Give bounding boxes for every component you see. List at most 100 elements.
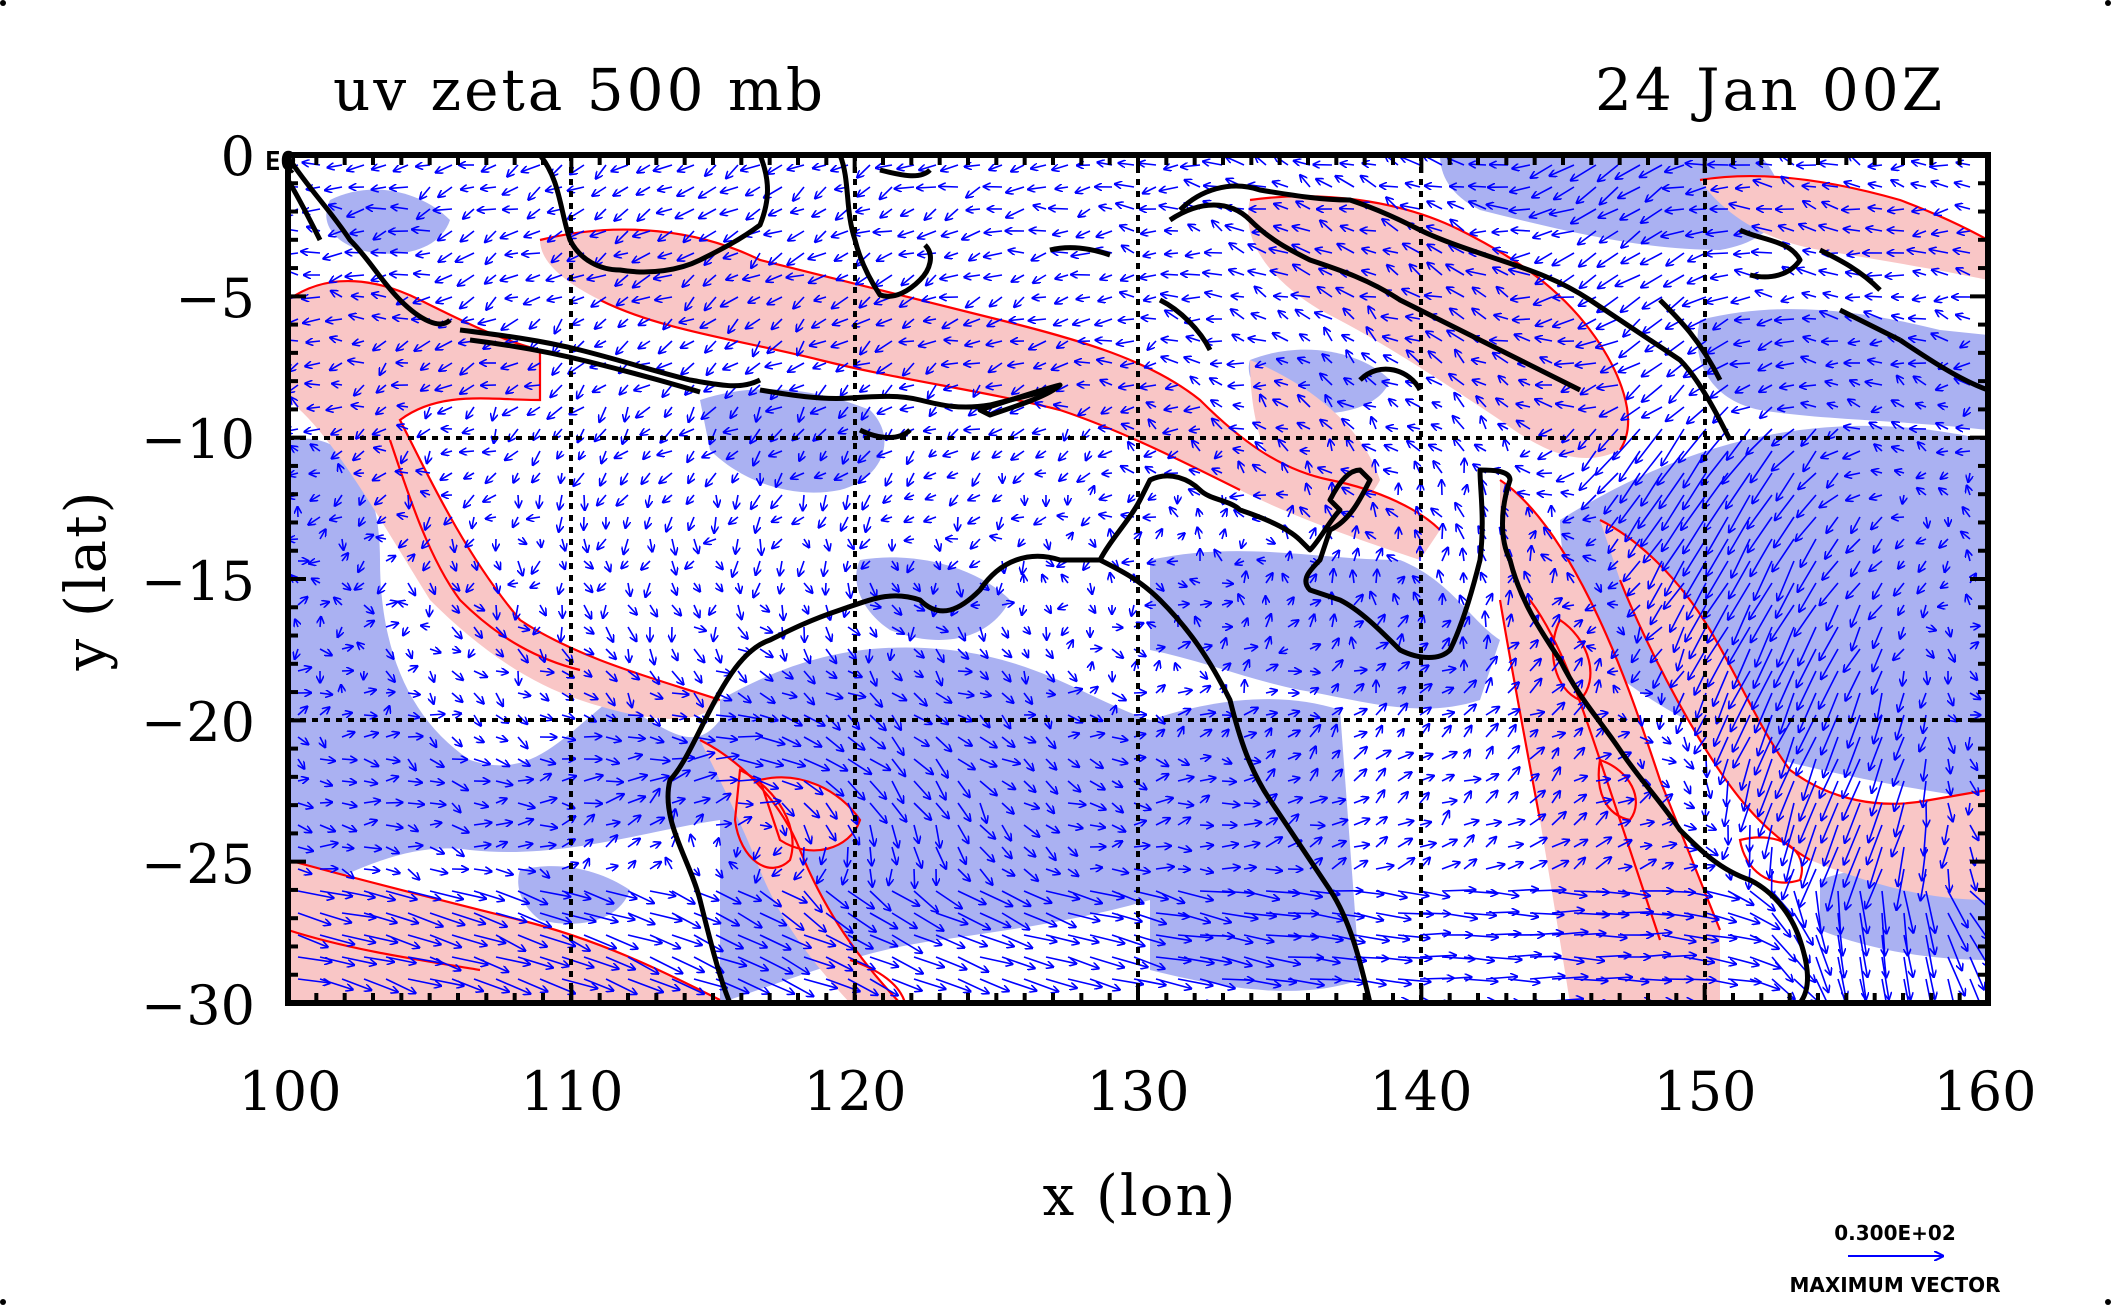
y-tick-label: −20 (141, 691, 255, 754)
wind-vector (808, 252, 827, 259)
wind-vector (1909, 363, 1927, 364)
wind-vector (587, 275, 607, 279)
wind-vector (699, 208, 717, 218)
wind-vector (595, 208, 607, 219)
wind-vector (614, 208, 629, 221)
wind-vector (1023, 575, 1024, 584)
wind-vector (899, 253, 915, 255)
wind-vector (1466, 271, 1487, 275)
wind-vector (1028, 187, 1047, 189)
wind-vector (654, 275, 673, 279)
wind-vector (1098, 297, 1113, 301)
wind-vector (1859, 1000, 1862, 1003)
wind-vector (1779, 226, 1795, 231)
wind-vector (658, 187, 673, 190)
wind-vector (1335, 176, 1355, 188)
wind-vector (836, 275, 849, 280)
wind-vector (857, 186, 871, 197)
wind-vector (1533, 230, 1553, 238)
wind-vector (1664, 274, 1685, 287)
wind-vector (1336, 288, 1355, 298)
wind-vector (1400, 157, 1421, 166)
wind-vector (1753, 180, 1773, 188)
wind-vector (363, 715, 377, 716)
wind-vector (456, 252, 475, 262)
wind-vector (1159, 187, 1179, 191)
wind-vector (583, 803, 602, 804)
wind-vector (1929, 249, 1949, 253)
wind-vector (1955, 205, 1971, 209)
wind-vector (1398, 528, 1399, 540)
wind-vector (1143, 517, 1157, 518)
wind-vector (1752, 252, 1773, 253)
wind-vector (918, 230, 937, 238)
wind-vector (1554, 186, 1575, 199)
wind-vector (1398, 483, 1399, 496)
wind-vector (962, 230, 981, 240)
wind-vector (1881, 1000, 1884, 1003)
wind-vector (677, 186, 695, 196)
wind-vector (486, 296, 497, 310)
wind-vector (434, 209, 453, 210)
wind-vector (957, 516, 958, 531)
wind-vector (552, 252, 563, 262)
wind-vector (1427, 263, 1443, 276)
wind-vector (1273, 182, 1289, 187)
wind-vector (1231, 296, 1245, 297)
wind-vector (1076, 230, 1091, 237)
wind-vector (1165, 253, 1179, 254)
wind-vector (507, 164, 519, 177)
wind-vector (721, 186, 739, 192)
wind-vector (1115, 184, 1135, 187)
wind-vector (1447, 287, 1465, 298)
wind-vector (1621, 230, 1641, 248)
wind-vector (1600, 230, 1619, 243)
wind-vector (1822, 202, 1839, 210)
wind-vector (1844, 182, 1861, 187)
wind-vector (880, 208, 893, 218)
wind-vector (658, 253, 673, 257)
wind-vector (1181, 165, 1201, 167)
wind-vector (657, 209, 673, 213)
wind-vector (1221, 781, 1236, 782)
wind-vector (482, 164, 497, 172)
wind-vector (1266, 596, 1267, 606)
wind-vector (984, 231, 1003, 233)
wind-vector (1931, 182, 1949, 188)
wind-vector (1164, 165, 1179, 169)
wind-vector (1293, 265, 1311, 276)
wind-vector (1380, 186, 1399, 187)
wind-vector (1823, 185, 1839, 187)
wind-vector (1470, 231, 1487, 234)
wind-vector (1957, 231, 1971, 233)
wind-vector (971, 605, 981, 606)
wind-vector (1032, 297, 1047, 298)
wind-vector (330, 274, 343, 282)
wind-vector (521, 164, 541, 172)
wind-vector (1909, 318, 1927, 319)
wind-vector (546, 274, 563, 281)
wind-vector (1892, 165, 1905, 169)
wind-vector (429, 604, 430, 617)
wind-vector (301, 251, 321, 253)
wind-vector (1490, 340, 1509, 341)
wind-vector (1006, 208, 1025, 218)
wind-vector (1011, 164, 1025, 172)
wind-vector (524, 296, 541, 304)
wind-vector (1888, 209, 1905, 211)
wind-vector (1822, 341, 1839, 342)
wind-vector (1598, 208, 1619, 218)
wind-vector (1913, 231, 1927, 236)
wind-vector (323, 252, 343, 259)
wind-vector (685, 296, 695, 310)
wind-vector (876, 165, 893, 168)
wind-vector (1473, 288, 1487, 298)
wind-vector (1797, 268, 1817, 276)
wind-vector (451, 759, 467, 760)
wind-vector (1228, 385, 1245, 386)
wind-vector (1277, 494, 1289, 495)
wind-vector (1244, 680, 1245, 694)
wind-vector (767, 296, 783, 304)
wind-vector (658, 230, 673, 241)
wind-vector (945, 253, 959, 258)
